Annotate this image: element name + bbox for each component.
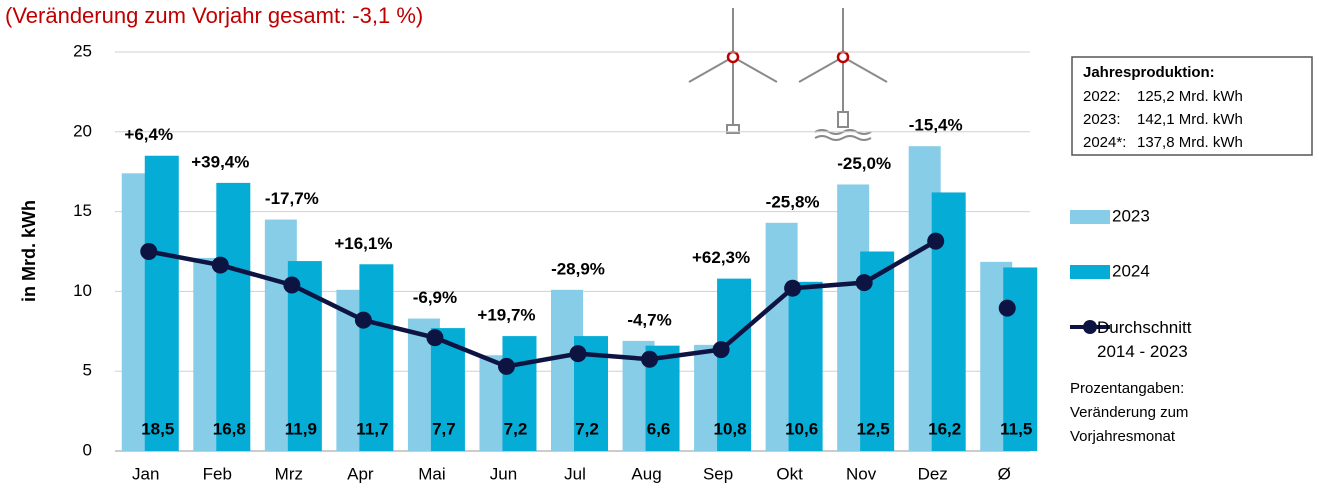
x-tick-label: Ø	[998, 464, 1011, 483]
value-label: 7,2	[575, 419, 599, 438]
annotation: +19,7%	[477, 306, 535, 325]
legend-marker	[1083, 320, 1097, 334]
annotation: +39,4%	[191, 152, 249, 171]
line-marker	[211, 256, 229, 274]
bar	[1003, 267, 1038, 451]
value-label: 12,5	[857, 419, 890, 438]
annotation: -6,9%	[413, 288, 457, 307]
legend-swatch	[1070, 210, 1110, 224]
legend-label: Durchschnitt 2014 - 2023	[1097, 318, 1192, 361]
line-marker	[569, 345, 587, 363]
x-tick-label: Nov	[846, 464, 877, 483]
bar	[931, 192, 966, 451]
line-marker	[426, 329, 444, 347]
value-label: 10,8	[714, 419, 747, 438]
line-marker	[927, 232, 945, 250]
line	[148, 239, 937, 369]
x-tick-label: Mai	[418, 464, 445, 483]
annotation: -25,0%	[837, 154, 891, 173]
line-marker	[784, 279, 802, 297]
line-marker	[283, 276, 301, 294]
chart-title: (Veränderung zum Vorjahr gesamt: -3,1 %)	[5, 3, 423, 28]
value-label: 7,2	[504, 419, 528, 438]
annotation: -17,7%	[265, 189, 319, 208]
info-label: 2024*:	[1083, 134, 1126, 151]
info-value: 125,2 Mrd. kWh	[1137, 88, 1243, 105]
y-axis-label: in Mrd. kWh	[19, 200, 39, 302]
x-tick-label: Apr	[347, 464, 374, 483]
line-marker	[140, 243, 158, 260]
value-label: 11,5	[1000, 419, 1032, 438]
annotation: -4,7%	[627, 310, 671, 329]
annotation: +62,3%	[692, 248, 750, 267]
value-label: 18,5	[141, 419, 174, 438]
value-label: 7,7	[432, 419, 456, 438]
value-label: 16,8	[213, 419, 246, 438]
info-value: 142,1 Mrd. kWh	[1137, 111, 1243, 128]
note: Prozentangaben: Veränderung zum Vorjahre…	[1070, 380, 1189, 445]
info-label: 2023:	[1083, 111, 1121, 128]
x-tick-label: Aug	[631, 464, 661, 483]
y-tick-label: 15	[73, 201, 92, 220]
bar	[502, 336, 537, 451]
y-tick-label: 20	[73, 121, 92, 140]
info-value: 137,8 Mrd. kWh	[1137, 134, 1243, 151]
line-marker	[855, 274, 873, 292]
line-marker	[641, 350, 659, 368]
info-box	[1071, 56, 1313, 156]
turbines	[688, 8, 888, 141]
annotation: -28,9%	[551, 259, 605, 278]
y-tick-label: 25	[73, 41, 92, 60]
line-marker	[497, 357, 515, 375]
legend-label: 2023	[1112, 206, 1150, 225]
y-tick-label: 5	[83, 361, 92, 380]
bar	[144, 155, 179, 452]
x-tick-label: Dez	[918, 464, 948, 483]
value-label: 16,2	[928, 419, 961, 438]
x-tick-label: Mrz	[275, 464, 303, 483]
value-label: 11,7	[356, 419, 388, 438]
info-label: 2022:	[1083, 88, 1121, 105]
bar	[359, 264, 394, 451]
info-title: Jahresproduktion:	[1083, 64, 1215, 81]
value-label: 10,6	[785, 419, 818, 438]
annotation: -25,8%	[766, 192, 820, 211]
y-tick-label: 0	[83, 440, 92, 459]
legend-label: 2024	[1112, 261, 1150, 280]
bar	[717, 278, 752, 451]
annotation: -15,4%	[909, 116, 963, 135]
x-tick-label: Jul	[564, 464, 586, 483]
legend-swatch	[1070, 265, 1110, 279]
x-tick-label: Sep	[703, 464, 733, 483]
line-marker	[354, 311, 372, 329]
annotation: +6,4%	[124, 125, 173, 144]
x-tick-label: Feb	[203, 464, 232, 483]
value-label: 6,6	[647, 419, 671, 438]
bar	[216, 182, 251, 451]
bar	[788, 281, 823, 451]
x-tick-label: Jan	[132, 464, 159, 483]
x-tick-label: Jun	[490, 464, 517, 483]
y-tick-label: 10	[73, 281, 92, 300]
line-marker	[998, 299, 1016, 317]
x-tick-label: Okt	[776, 464, 803, 483]
value-label: 11,9	[285, 419, 317, 438]
annotation: +16,1%	[334, 234, 392, 253]
line-marker	[712, 341, 730, 359]
